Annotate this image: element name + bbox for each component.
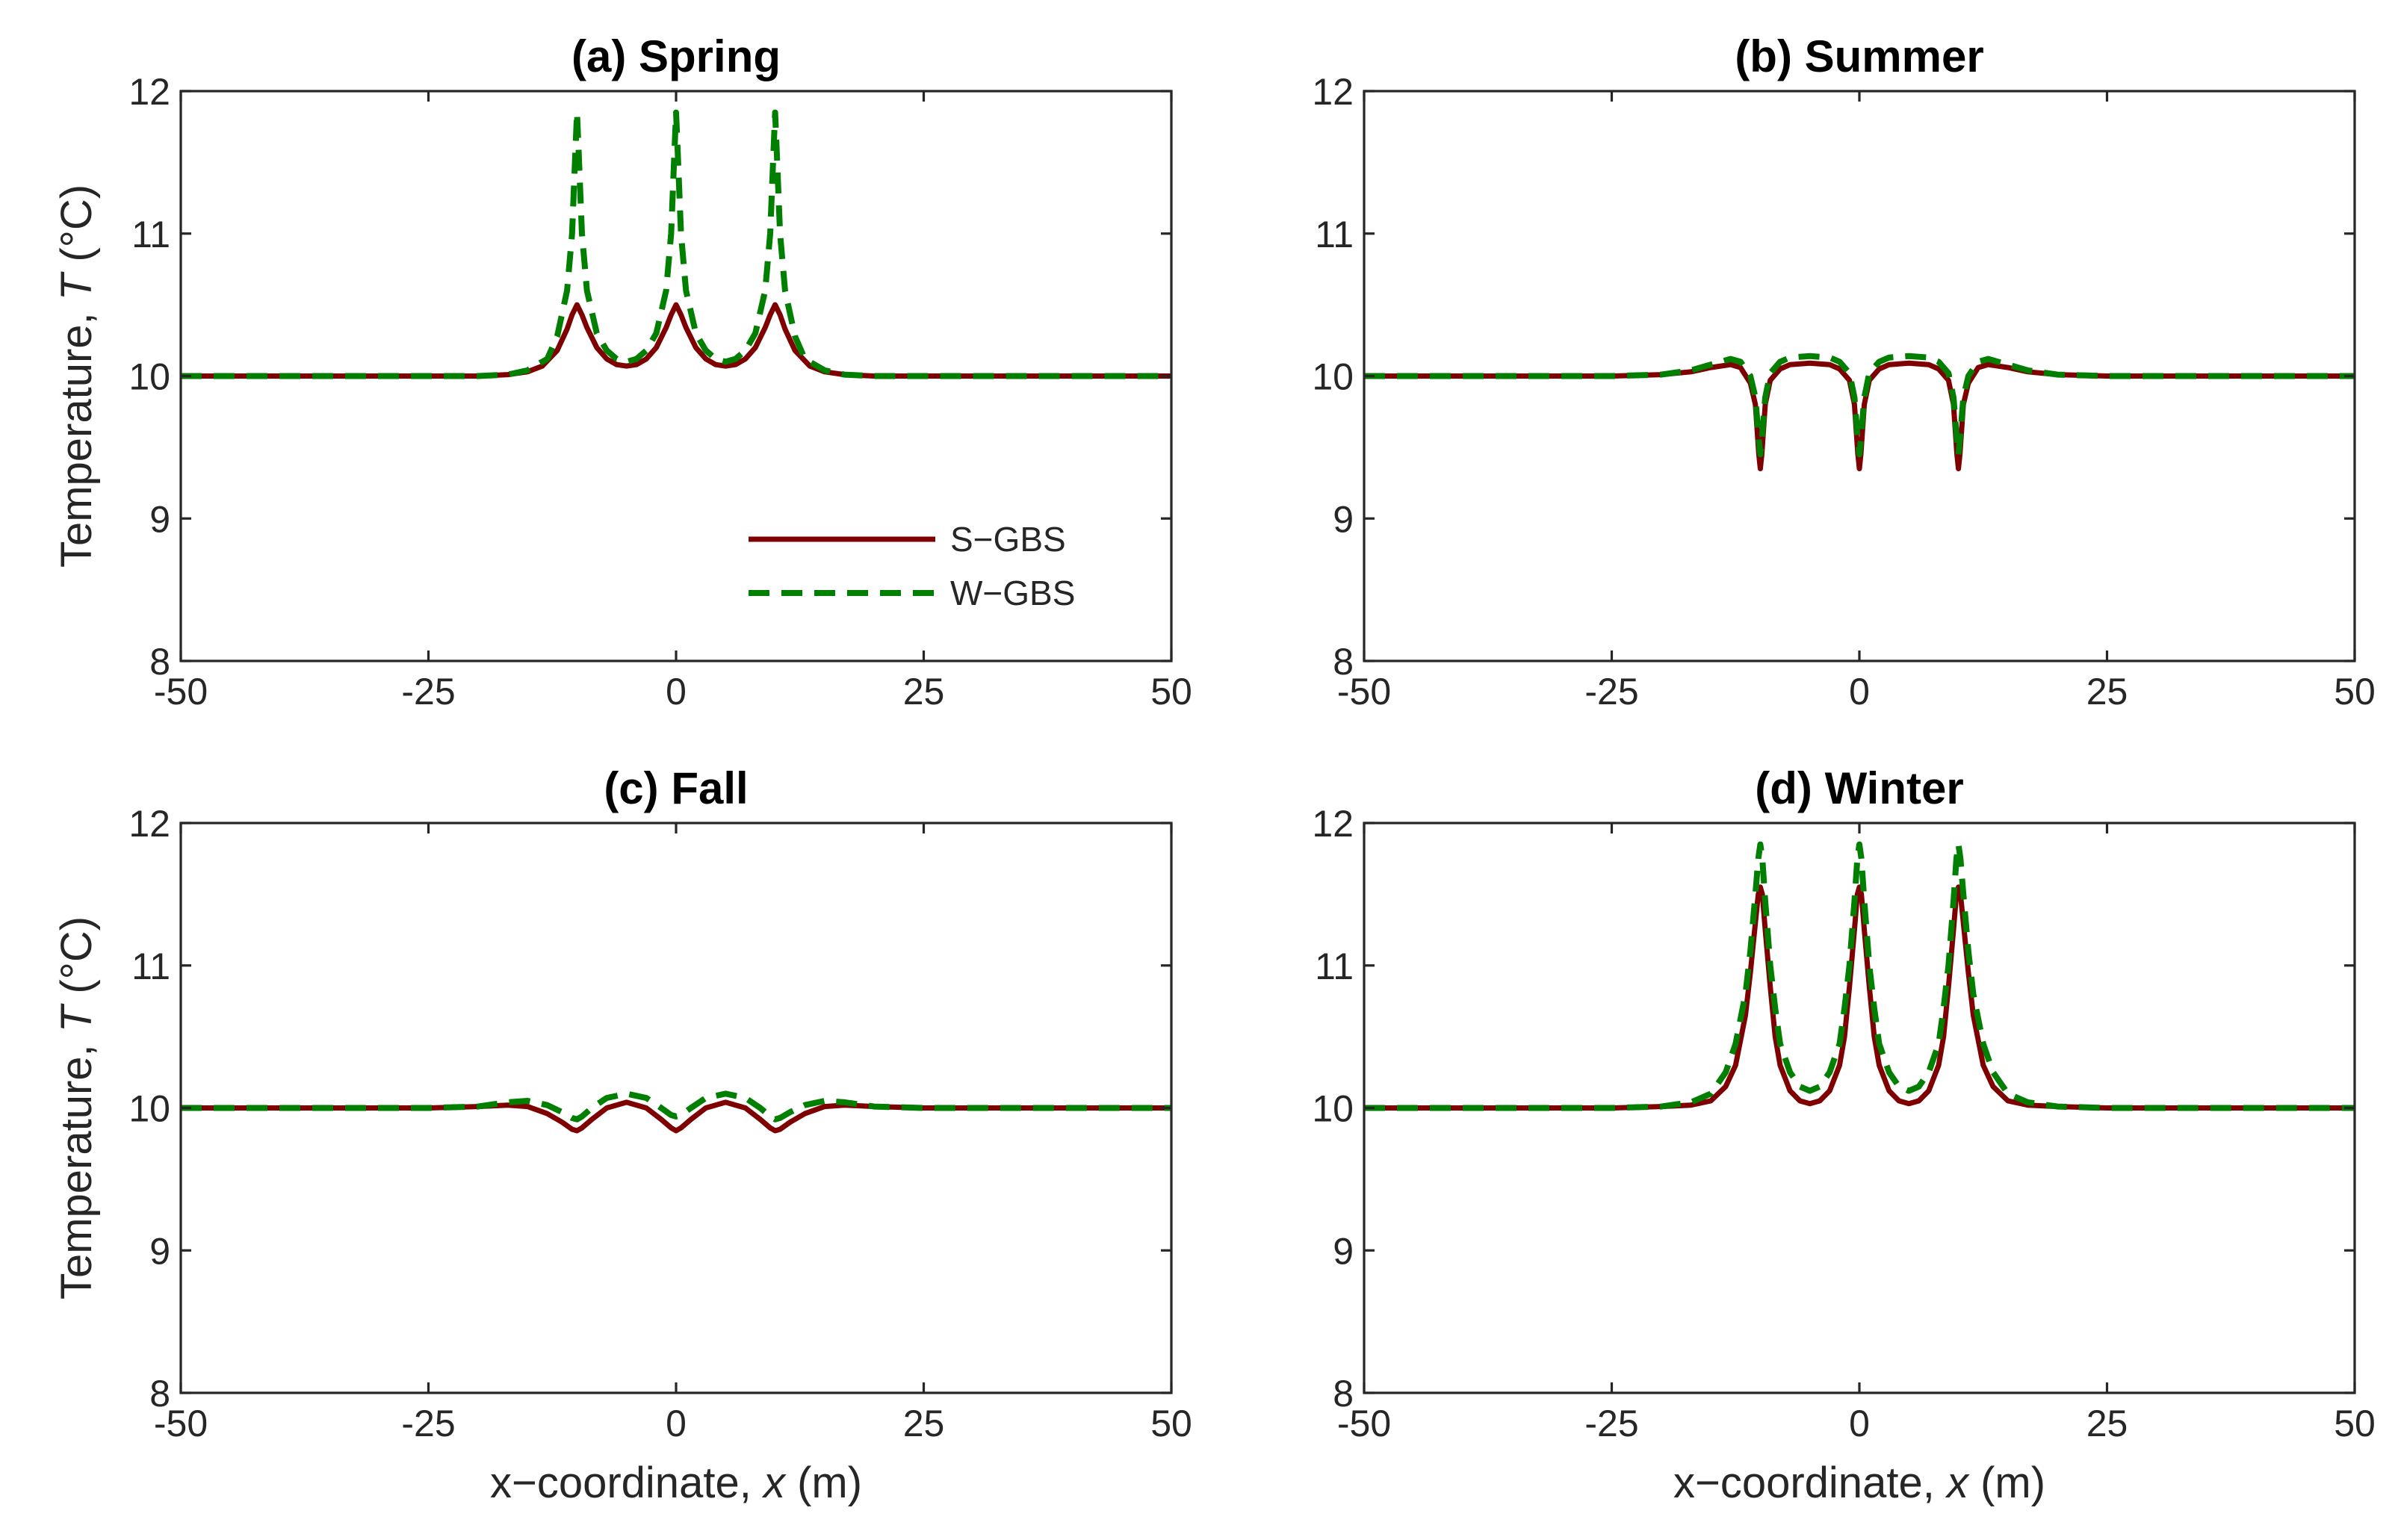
series-line-s-gbs-panel-c xyxy=(181,1099,1171,1134)
y-tick-label: 8 xyxy=(1333,641,1354,683)
y-tick-label: 8 xyxy=(149,641,170,683)
series-line-w-gbs-panel-a xyxy=(181,109,1171,379)
y-axis-label-text: Temperature, xyxy=(52,1032,101,1300)
y-tick-label: 8 xyxy=(149,1373,170,1415)
x-tick-label: -50 xyxy=(1337,671,1391,712)
chart-panel-d: -50 -25 0 25 50 8 9 10 11 12 (d) Winter x−coordinat… xyxy=(1312,763,2375,1507)
y-axis-label-symbol: T xyxy=(52,262,101,301)
x-tick-label: 25 xyxy=(2086,1403,2128,1444)
x-tick-label: -50 xyxy=(154,1403,208,1444)
y-axis-label-panel-a: Temperature, T (°C) xyxy=(52,184,101,568)
y-tick-label: 12 xyxy=(128,71,170,113)
y-axis-label-unit: (°C) xyxy=(52,184,101,262)
y-tick-label: 12 xyxy=(128,803,170,845)
y-axis-label-panel-c: Temperature, T (°C) xyxy=(52,916,101,1300)
x-tick-label: 50 xyxy=(1150,671,1192,712)
y-tick-label: 10 xyxy=(1312,1088,1354,1130)
x-tick-label: -25 xyxy=(401,671,455,712)
x-tick-label: 0 xyxy=(1849,1403,1870,1444)
y-tick-label: 12 xyxy=(1312,803,1354,845)
y-tick-label: 9 xyxy=(149,498,170,540)
chart-panel-a: -50 -25 0 25 50 8 9 10 11 12 (a) Spring Temperature… xyxy=(52,31,1192,712)
x-tick-label: 0 xyxy=(666,1403,687,1444)
y-tick-label: 8 xyxy=(1333,1373,1354,1415)
panels: -50 -25 0 25 50 8 9 10 11 12 (a) Spring Temperature… xyxy=(52,31,2376,1507)
panel-title-b: (b) Summer xyxy=(1735,31,1983,81)
y-tick-label: 11 xyxy=(131,946,170,987)
legend-panel-a: S−GBS W−GBS xyxy=(749,520,1075,612)
y-tick-label: 12 xyxy=(1312,71,1354,113)
x-axis-label-panel-d: x−coordinate, x (m) xyxy=(1673,1459,2045,1507)
y-tick-label: 9 xyxy=(1333,498,1354,540)
x-tick-label: 0 xyxy=(666,671,687,712)
chart-panel-b: -50 -25 0 25 50 8 9 10 11 12 (b) Summer xyxy=(1312,31,2375,712)
x-axis-label-text: x−coordinate, xyxy=(490,1459,763,1507)
y-tick-label: 10 xyxy=(1312,356,1354,398)
panel-title-a: (a) Spring xyxy=(571,31,781,81)
x-axis-label-text: x−coordinate, xyxy=(1673,1459,1947,1507)
x-tick-label: 25 xyxy=(2086,671,2128,712)
legend-label-s-gbs: S−GBS xyxy=(950,520,1066,559)
series-line-w-gbs-panel-b xyxy=(1364,353,2355,458)
y-tick-label: 9 xyxy=(149,1230,170,1272)
x-axis-label-unit: (m) xyxy=(1980,1459,2045,1507)
x-axis-label-symbol: x xyxy=(1945,1459,1980,1507)
series-line-w-gbs-panel-c xyxy=(181,1090,1171,1123)
y-axis-label-text: Temperature, xyxy=(52,300,101,568)
x-tick-label: 50 xyxy=(2334,671,2376,712)
x-tick-label: 25 xyxy=(903,671,945,712)
x-tick-label: -50 xyxy=(154,671,208,712)
series-line-w-gbs-panel-d xyxy=(1364,841,2355,1111)
panel-title-c: (c) Fall xyxy=(604,763,748,813)
y-axis-label-symbol: T xyxy=(52,994,101,1033)
series-line-s-gbs-panel-a xyxy=(181,302,1171,379)
x-axis-label-symbol: x xyxy=(761,1459,797,1507)
y-axis-label-unit: (°C) xyxy=(52,916,101,994)
y-tick-label: 9 xyxy=(1333,1230,1354,1272)
legend-label-w-gbs: W−GBS xyxy=(950,574,1075,612)
x-tick-label: -25 xyxy=(1584,1403,1638,1444)
chart-panel-c: -50 -25 0 25 50 8 9 10 11 12 (c) Fall Temperature, … xyxy=(52,763,1192,1507)
x-tick-label: -50 xyxy=(1337,1403,1391,1444)
y-tick-label: 10 xyxy=(128,356,170,398)
y-tick-label: 11 xyxy=(1315,946,1354,987)
x-tick-label: 50 xyxy=(2334,1403,2376,1444)
y-tick-label: 10 xyxy=(128,1088,170,1130)
x-axis-label-unit: (m) xyxy=(797,1459,862,1507)
x-tick-label: 50 xyxy=(1150,1403,1192,1444)
x-axis-label-panel-c: x−coordinate, x (m) xyxy=(490,1459,862,1507)
panel-title-d: (d) Winter xyxy=(1755,763,1963,813)
y-tick-label: 11 xyxy=(131,214,170,255)
x-tick-label: -25 xyxy=(1584,671,1638,712)
x-tick-label: 25 xyxy=(903,1403,945,1444)
x-tick-label: 0 xyxy=(1849,671,1870,712)
y-tick-label: 11 xyxy=(1315,214,1354,255)
x-tick-label: -25 xyxy=(401,1403,455,1444)
